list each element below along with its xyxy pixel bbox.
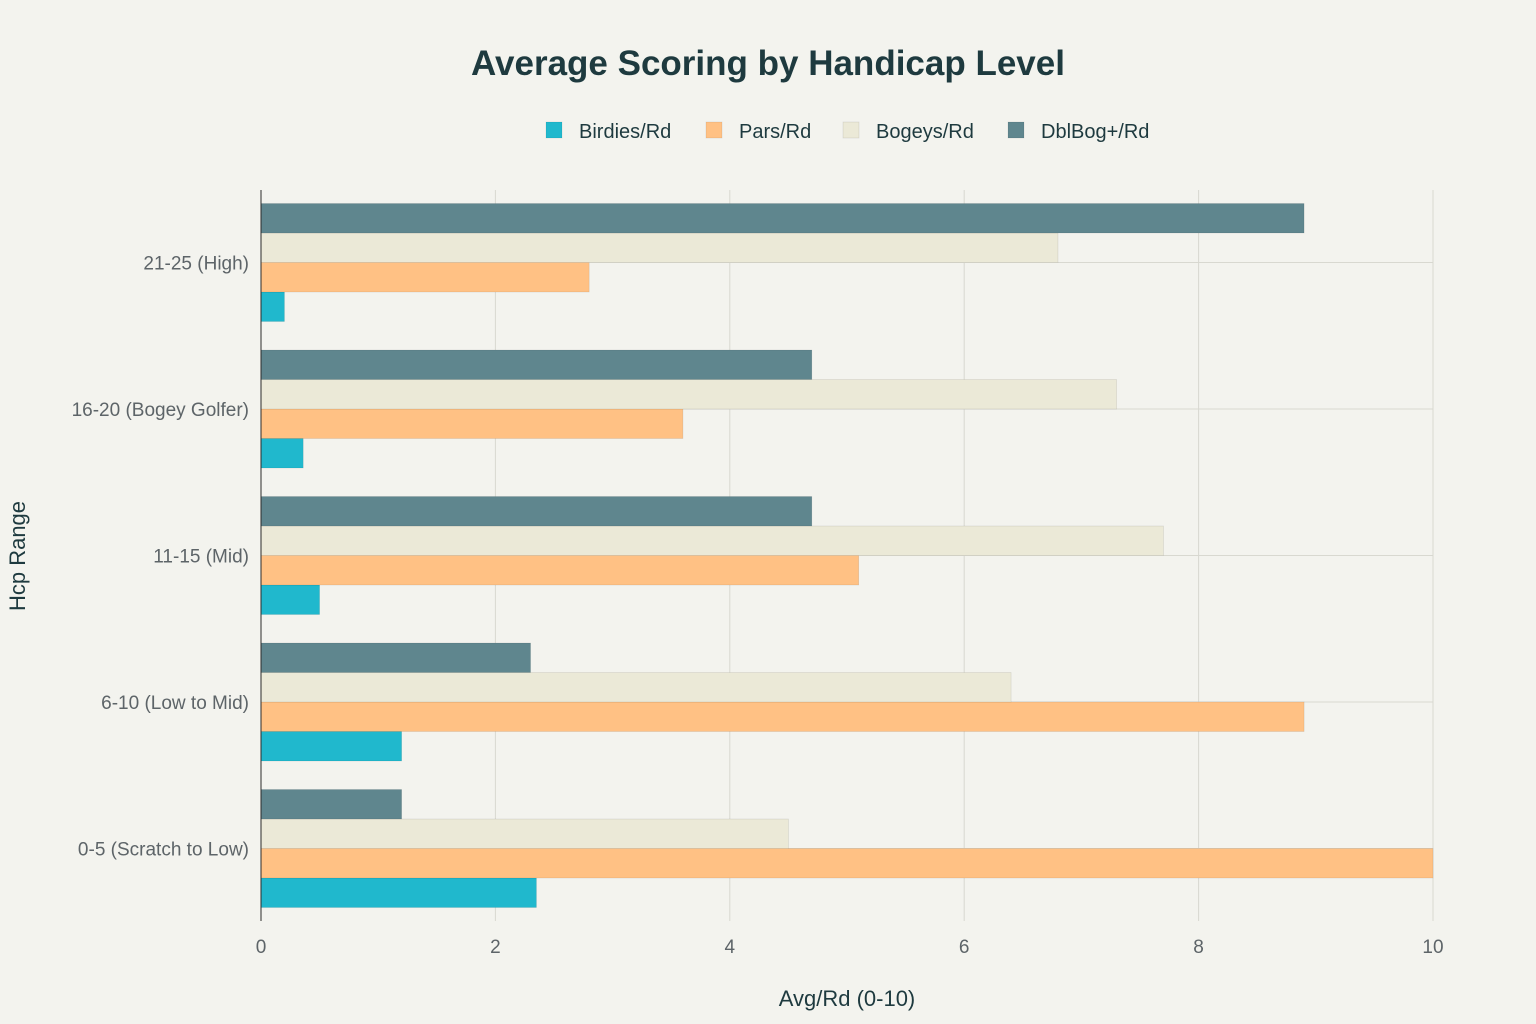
bar-birdies-rd-2 [260,584,320,615]
bar-bogeys-rd-3 [260,379,1117,410]
x-tick-label: 2 [490,937,501,958]
bar-dblbog-rd-1 [260,642,531,673]
bar-pars-rd-1 [260,701,1305,732]
legend-label: Birdies/Rd [579,121,671,143]
y-tick-label: 0-5 (Scratch to Low) [78,840,249,861]
bar-bogeys-rd-0 [260,818,789,849]
y-tick-label: 11-15 (Mid) [153,547,249,568]
legend-label: DblBog+/Rd [1041,121,1149,143]
chart-title: Average Scoring by Handicap Level [471,44,1065,83]
bar-pars-rd-2 [260,555,860,586]
bar-bogeys-rd-2 [260,525,1164,556]
legend-swatch [705,121,723,139]
legend-swatch [842,121,860,139]
legend: Birdies/Rd Pars/Rd Bogeys/Rd DblBog+/Rd [545,121,1149,143]
x-tick-label: 8 [1193,937,1204,958]
y-axis-title: Hcp Range [5,501,30,611]
x-axis-title: Avg/Rd (0-10) [779,986,916,1011]
legend-label: Bogeys/Rd [876,121,974,143]
bar-bogeys-rd-4 [260,232,1059,263]
bar-bogeys-rd-1 [260,672,1012,703]
x-tick-label: 10 [1422,937,1443,958]
bar-pars-rd-3 [260,408,684,439]
x-tick-label: 6 [959,937,970,958]
x-tick-label: 0 [256,937,267,958]
bar-pars-rd-4 [260,262,590,293]
bar-birdies-rd-1 [260,731,402,762]
bars [260,203,1434,908]
bar-dblbog-rd-4 [260,203,1305,234]
y-tick-label: 16-20 (Bogey Golfer) [72,400,249,421]
x-tick-label: 4 [725,937,736,958]
legend-label: Pars/Rd [739,121,811,143]
bar-birdies-rd-3 [260,438,304,469]
bar-pars-rd-0 [260,848,1434,879]
legend-swatch [545,121,563,139]
x-tick-labels: 0 2 4 6 8 10 [256,937,1444,958]
y-tick-label: 6-10 (Low to Mid) [101,693,249,714]
bar-birdies-rd-4 [260,291,285,322]
y-tick-labels: 0-5 (Scratch to Low) 6-10 (Low to Mid) 11-… [72,254,249,861]
y-tick-label: 21-25 (High) [143,254,249,275]
bar-dblbog-rd-2 [260,496,813,527]
bar-dblbog-rd-0 [260,789,402,820]
legend-swatch [1007,121,1025,139]
bar-dblbog-rd-3 [260,349,813,380]
bar-birdies-rd-0 [260,877,537,908]
